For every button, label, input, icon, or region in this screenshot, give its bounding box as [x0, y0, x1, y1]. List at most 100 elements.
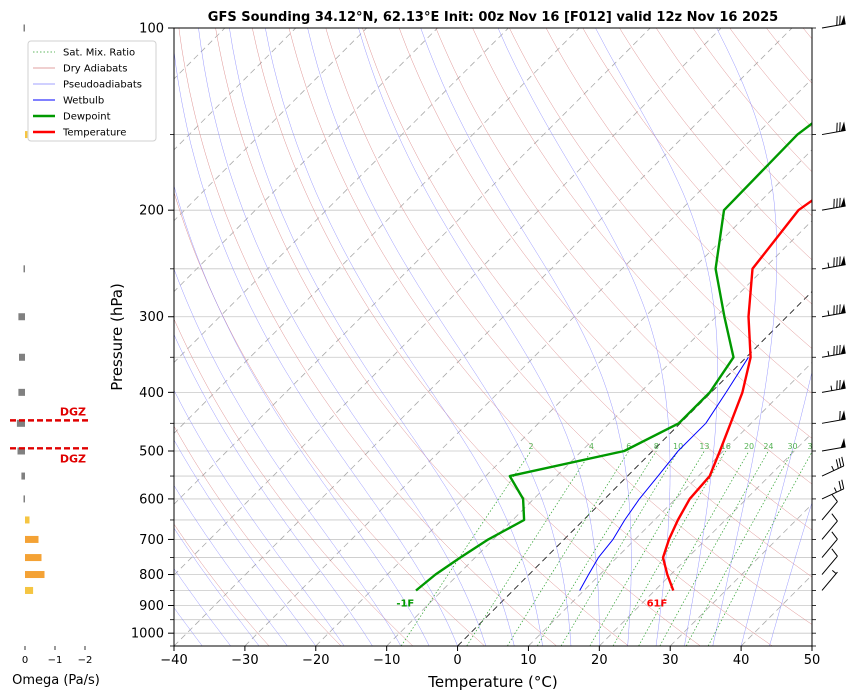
wind-barb-flag: [840, 379, 846, 390]
dry-adiabat-line: [252, 28, 701, 646]
wind-barb: [821, 410, 846, 424]
mixing-ratio-label: 6: [626, 442, 631, 451]
wind-barb-half: [833, 487, 837, 493]
omega-bar: [18, 313, 25, 321]
mixing-ratio-line: [560, 450, 679, 646]
omega-bar: [23, 24, 25, 32]
dry-adiabat-line: [692, 28, 812, 173]
y-tick-label: 900: [139, 599, 164, 614]
omega-bar: [25, 131, 28, 139]
mixing-ratio-line: [507, 450, 630, 646]
wind-barb-half: [830, 385, 833, 391]
pseudoadiabat-line: [198, 28, 487, 646]
mixing-ratio-label: 16: [721, 442, 731, 451]
mixing-ratio-label: 20: [744, 442, 754, 451]
dry-adiabat-line: [655, 28, 812, 217]
x-tick-label: −20: [302, 653, 329, 668]
mixing-ratio-label: 2: [528, 442, 533, 451]
legend-entry: Temperature: [33, 128, 126, 139]
pseudoadiabat-line: [174, 527, 260, 646]
pseudoadiabat-line: [595, 28, 718, 646]
y-tick-label: 300: [139, 310, 164, 325]
wind-barb-shaft: [821, 23, 846, 29]
omega-bar: [23, 495, 25, 503]
wind-barb-full: [841, 479, 845, 489]
omega-x-tick-label: 0: [22, 655, 28, 666]
pseudoadiabat-line: [174, 568, 231, 646]
pseudoadiabat-line: [420, 28, 632, 646]
wind-barb-full: [831, 548, 838, 557]
pseudoadiabat-line: [174, 439, 316, 646]
wind-barb-half: [827, 310, 830, 316]
mixing-ratio-line: [685, 450, 793, 646]
pseudoadiabat-line: [307, 28, 572, 646]
wind-barb: [821, 570, 838, 591]
wind-barb-full: [831, 493, 838, 502]
dry-adiabat-line: [582, 28, 812, 305]
wind-barb-shaft: [821, 538, 838, 558]
wind-barb-full: [838, 458, 842, 468]
pseudoadiabat-line: [229, 28, 515, 646]
pseudoadiabat-line: [769, 501, 812, 646]
wind-barb: [821, 548, 838, 575]
legend-label: Temperature: [62, 128, 126, 139]
wind-barb-half: [827, 262, 830, 268]
dry-adiabat-line: [325, 28, 812, 625]
legend-entry: Sat. Mix. Ratio: [33, 48, 135, 59]
pseudoadiabat-line: [712, 28, 778, 646]
legend-entry: Wetbulb: [33, 96, 104, 107]
dry-adiabat-line: [174, 523, 270, 646]
legend-label: Dewpoint: [63, 112, 111, 123]
dry-adiabat-line: [288, 28, 773, 646]
x-tick-label: −40: [160, 653, 187, 668]
x-tick-label: 20: [591, 653, 608, 668]
x-tick-label: 50: [804, 653, 821, 668]
mixing-ratio-label: 13: [699, 442, 709, 451]
dry-adiabat-line: [435, 28, 812, 485]
omega-bar: [25, 516, 30, 524]
wind-barb-half: [827, 351, 830, 357]
legend-entry: Dry Adiabats: [33, 64, 127, 75]
legend-label: Pseudoadiabats: [63, 80, 142, 91]
mixing-ratio-line: [612, 450, 727, 646]
omega-bar: [16, 419, 25, 427]
wind-barb: [821, 437, 846, 452]
x-tick-label: 40: [733, 653, 750, 668]
isotherm-line: [457, 290, 812, 646]
mixing-ratio-line: [536, 450, 657, 646]
dry-adiabat-line: [840, 28, 854, 646]
dry-adiabat-line: [174, 318, 414, 646]
wind-barb-full: [831, 531, 838, 540]
legend-label: Dry Adiabats: [63, 64, 127, 75]
legend-entry: Pseudoadiabats: [33, 80, 142, 91]
wind-barb-flag: [840, 121, 846, 132]
isotherm-line: [528, 361, 812, 646]
dgz-label: DGZ: [60, 452, 86, 465]
mixing-ratio-label: 30: [787, 442, 797, 451]
x-tick-label: 10: [520, 653, 537, 668]
wind-barb-half: [831, 570, 837, 574]
mixing-ratio-line: [707, 451, 812, 646]
mixing-ratio-label: 36: [807, 442, 817, 451]
wind-barb-flag: [840, 437, 846, 448]
pseudoadiabat-line: [174, 184, 430, 646]
pseudoadiabat-line: [174, 268, 402, 646]
mixing-ratio-line: [638, 450, 750, 646]
dry-adiabat-line: [802, 28, 812, 40]
series-wetbulb: [579, 357, 749, 591]
omega-bar: [18, 388, 25, 396]
wind-barb: [821, 456, 845, 477]
mixing-ratio-label: 24: [763, 442, 773, 451]
y-tick-label: 600: [139, 492, 164, 507]
wind-barb-shaft: [821, 501, 838, 521]
wind-barb-flag: [840, 303, 846, 314]
wind-barb: [821, 303, 846, 318]
y-tick-label: 100: [139, 22, 164, 37]
surface-annotation: 61F: [647, 599, 668, 610]
wind-barb-flag: [840, 344, 846, 354]
x-tick-label: −30: [231, 653, 258, 668]
wind-barb-shaft: [821, 418, 846, 424]
y-tick-label: 800: [139, 568, 164, 583]
omega-bar: [25, 554, 42, 562]
